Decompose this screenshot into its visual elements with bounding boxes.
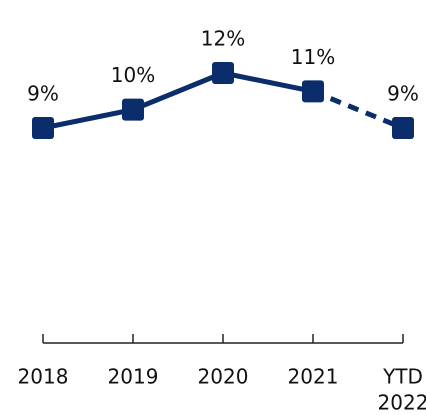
x-tick-label: 2020: [198, 365, 249, 389]
marker: [122, 98, 144, 121]
data-label: 11%: [291, 45, 335, 69]
data-label: 9%: [27, 82, 59, 106]
x-tick-label: 2018: [18, 365, 69, 389]
marker: [32, 117, 54, 139]
marker: [212, 62, 234, 84]
marker: [302, 80, 324, 103]
x-tick-label: 2022: [378, 391, 426, 415]
x-tick-label: 2019: [108, 365, 159, 389]
x-tick-label: YTD: [382, 365, 423, 389]
data-label: 9%: [387, 82, 419, 106]
x-tick-label: 2021: [288, 365, 339, 389]
line-dashed: [312, 89, 404, 131]
data-label: 10%: [111, 63, 155, 87]
line: [42, 70, 314, 131]
data-label: 12%: [201, 27, 245, 51]
marker: [392, 117, 414, 139]
